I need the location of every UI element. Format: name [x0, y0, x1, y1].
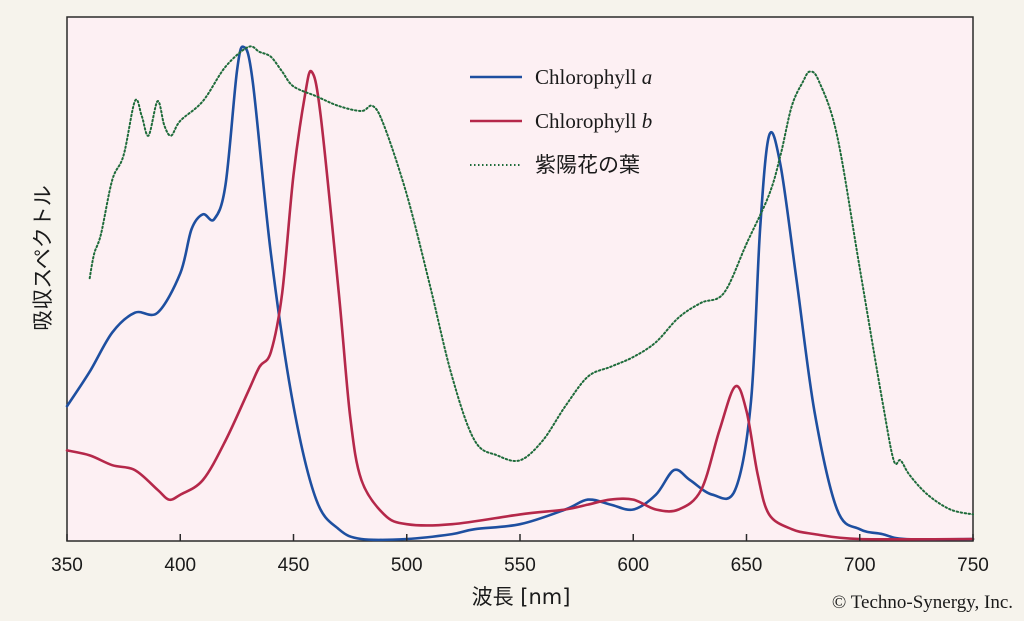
legend-label: Chlorophyll b [535, 109, 652, 133]
x-tick-label: 550 [504, 555, 536, 576]
x-tick-label: 750 [957, 555, 989, 576]
x-tick-label: 700 [844, 555, 876, 576]
x-tick-label: 500 [391, 555, 423, 576]
x-tick-label: 650 [731, 555, 763, 576]
x-axis: 350 400 450 500 550 600 650 700 750 [51, 534, 989, 576]
series-line-hydrangea-leaf [88, 45, 974, 516]
x-axis-title: 波長 [nm] [472, 585, 571, 609]
x-tick-label: 350 [51, 555, 83, 576]
legend: Chlorophyll a Chlorophyll b 紫陽花の葉 [470, 65, 652, 177]
series-line-chlorophyll-b [65, 69, 975, 541]
series-line-chlorophyll-a [65, 45, 975, 542]
x-tick-label: 450 [278, 555, 310, 576]
copyright-text: © Techno-Synergy, Inc. [832, 592, 1013, 613]
legend-label: Chlorophyll a [535, 65, 652, 89]
y-axis-title: 吸収スペクトル [31, 185, 55, 331]
x-tick-label: 600 [617, 555, 649, 576]
series-layer [65, 45, 975, 542]
legend-label: 紫陽花の葉 [535, 153, 640, 177]
x-tick-label: 400 [164, 555, 196, 576]
plot-area [66, 16, 974, 542]
